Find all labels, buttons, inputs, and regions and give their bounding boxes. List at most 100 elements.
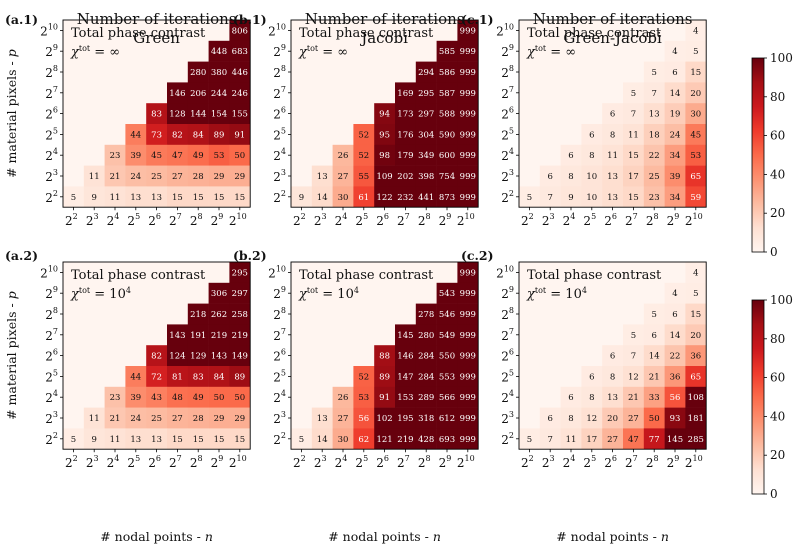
heatmap-cell <box>539 428 561 450</box>
cell-label: 25 <box>649 172 660 182</box>
cell-label: 5 <box>299 435 304 445</box>
y-tick-label: 25 <box>273 126 286 142</box>
heatmap-cell <box>415 345 437 367</box>
x-axis-label: # nodal points - n <box>556 529 669 544</box>
heatmap-cell <box>457 262 479 284</box>
cell-label: 14 <box>317 435 328 445</box>
panel-label: (b.1) <box>233 12 267 27</box>
cell-label: 11 <box>628 130 639 140</box>
cell-label: 145 <box>667 435 683 445</box>
cell-label: 191 <box>190 331 206 341</box>
heatmap-cell <box>664 124 686 146</box>
y-tick-label: 27 <box>501 327 514 343</box>
cell-label: 295 <box>418 89 434 99</box>
heatmap-cell <box>187 366 209 388</box>
heatmap-cell <box>560 165 582 187</box>
cell-label: 244 <box>211 89 227 99</box>
heatmap-cell <box>457 82 479 104</box>
cell-label: 23 <box>110 393 121 403</box>
cell-label: 15 <box>690 68 701 78</box>
cell-label: 297 <box>232 289 248 299</box>
y-tick-label: 24 <box>45 389 58 405</box>
heatmap-cell <box>415 324 437 346</box>
cell-label: 6 <box>610 110 615 120</box>
heatmap-cell <box>664 82 686 104</box>
y-tick-label: 22 <box>45 431 58 447</box>
cell-label: 24 <box>130 172 141 182</box>
cell-label: 553 <box>439 372 455 382</box>
heatmap-cell <box>436 103 458 125</box>
cell-label: 206 <box>190 89 206 99</box>
cell-label: 284 <box>418 352 434 362</box>
annotation-contrast: Total phase contrast <box>527 268 662 283</box>
heatmap-cell <box>395 386 417 408</box>
cell-label: 693 <box>439 435 455 445</box>
cell-label: 284 <box>418 372 434 382</box>
cell-label: 84 <box>214 372 225 382</box>
y-tick-label: 210 <box>268 264 286 280</box>
cell-label: 176 <box>397 130 413 140</box>
heatmap-cell <box>560 144 582 166</box>
heatmap-cell <box>208 165 230 187</box>
heatmap-cell <box>167 407 189 429</box>
heatmap-cell <box>685 144 707 166</box>
cell-label: 428 <box>418 435 434 445</box>
cell-label: 28 <box>193 172 204 182</box>
cell-label: 7 <box>631 352 636 362</box>
cell-label: 22 <box>649 151 660 161</box>
heatmap-cell <box>208 386 230 408</box>
heatmap-cell <box>229 186 251 208</box>
heatmap-cell <box>229 324 251 346</box>
x-tick-label: 28 <box>418 212 431 228</box>
heatmap-cell <box>208 61 230 83</box>
y-tick-label: 26 <box>273 348 286 364</box>
heatmap-cell <box>623 165 645 187</box>
x-tick-label: 29 <box>667 454 680 470</box>
cell-label: 999 <box>460 435 476 445</box>
cell-label: 195 <box>397 414 413 424</box>
x-tick-label: 24 <box>107 454 120 470</box>
cell-label: 588 <box>439 110 455 120</box>
y-tick-label: 29 <box>45 285 58 301</box>
heatmap-cell <box>395 366 417 388</box>
y-tick-label: 23 <box>45 410 58 426</box>
heatmap-cell <box>208 103 230 125</box>
cell-label: 13 <box>151 435 162 445</box>
heatmap-cell <box>83 407 105 429</box>
cell-label: 53 <box>214 151 225 161</box>
cell-label: 289 <box>418 393 434 403</box>
y-tick-label: 25 <box>45 368 58 384</box>
heatmap-cell <box>581 165 603 187</box>
heatmap-cell <box>229 20 251 42</box>
cell-label: 122 <box>376 193 392 203</box>
x-axis-label: # nodal points - n <box>328 529 441 544</box>
cell-label: 15 <box>628 193 639 203</box>
y-tick-label: 22 <box>273 189 286 205</box>
y-tick-label: 26 <box>45 106 58 122</box>
cell-label: 4 <box>672 47 677 57</box>
heatmap-cell <box>415 103 437 125</box>
heatmap-cell <box>167 82 189 104</box>
y-tick-label: 28 <box>45 306 58 322</box>
heatmap-cell <box>685 165 707 187</box>
x-tick-label: 29 <box>439 454 452 470</box>
x-tick-label: 27 <box>169 212 182 228</box>
cell-label: 65 <box>690 172 701 182</box>
x-tick-label: 23 <box>542 454 555 470</box>
heatmap-cell <box>104 407 126 429</box>
heatmap-cell <box>623 428 645 450</box>
heatmap-cell <box>353 165 375 187</box>
y-tick-label: 25 <box>501 368 514 384</box>
cell-label: 21 <box>110 172 121 182</box>
heatmap-cell <box>146 144 168 166</box>
y-tick-label: 24 <box>45 147 58 163</box>
heatmap-cell <box>229 386 251 408</box>
y-tick-label: 24 <box>501 389 514 405</box>
heatmap-cell <box>436 82 458 104</box>
annotation-contrast: Total phase contrast <box>299 26 434 41</box>
heatmap-cell <box>457 407 479 429</box>
cell-label: 380 <box>211 68 227 78</box>
heatmap-cell <box>581 144 603 166</box>
